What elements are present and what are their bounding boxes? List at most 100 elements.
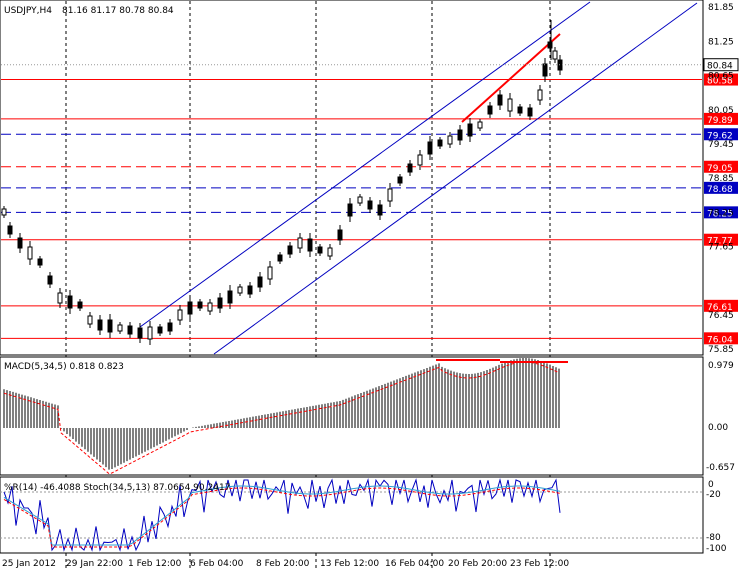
time-tick-4: 8 Feb 20:00 <box>256 559 310 569</box>
candle-body-12 <box>117 324 123 332</box>
candle-body-14 <box>137 327 143 339</box>
regression-channel <box>139 1 698 355</box>
candle-body-47 <box>467 123 473 137</box>
candle-body-18 <box>177 309 183 321</box>
level-tag-3 <box>704 160 738 173</box>
candle-body-46 <box>457 129 463 141</box>
candle-body-23 <box>227 290 233 304</box>
stoch-label: %R(14) -46.4088 Stoch(34,5,13) 87.0654 9… <box>4 483 230 493</box>
candle-body-22 <box>217 297 223 309</box>
candle-body-20 <box>197 301 203 309</box>
ohlc-label: 81.16 81.17 80.78 80.84 <box>62 6 174 16</box>
time-axis: 25 Jan 2012 29 Jan 22:00 1 Feb 12:00 6 Feb … <box>2 559 569 569</box>
level-tag-text-5: 78.25 <box>707 209 733 219</box>
price-tick-4: 79.45 <box>708 140 734 150</box>
stoch-tick-20: -20 <box>706 490 721 500</box>
macd-signal-line <box>3 361 560 475</box>
candle-body-36 <box>357 196 363 204</box>
candle-body-43 <box>427 141 433 155</box>
price-tick-8: 76.45 <box>708 311 734 321</box>
candle-body-9 <box>87 315 93 325</box>
candle-body-25 <box>247 285 253 295</box>
candle-body-56 <box>547 41 553 49</box>
level-tag-text-2: 79.62 <box>707 131 733 141</box>
candle-body-8 <box>77 301 83 309</box>
time-tick-5: 13 Feb 12:00 <box>320 559 379 569</box>
candle-body-2 <box>17 237 23 249</box>
candle-body-5 <box>47 275 53 285</box>
candle-body-7 <box>67 295 73 309</box>
stoch-main-line <box>3 485 561 546</box>
candle-body-42 <box>417 154 423 166</box>
level-tag-text-6: 77.77 <box>707 237 733 247</box>
candle-body-21 <box>207 302 213 312</box>
level-tag-4 <box>704 181 738 194</box>
candle-body-39 <box>387 188 393 202</box>
candle-body-13 <box>127 325 133 335</box>
price-tick-7: 77.65 <box>708 243 734 253</box>
price-tick-0: 81.85 <box>708 3 734 13</box>
macd-tick-bottom: -0.657 <box>706 463 735 473</box>
time-tick-6: 16 Feb 04:00 <box>385 559 444 569</box>
time-tick-7: 20 Feb 20:00 <box>448 559 507 569</box>
candle-body-49 <box>487 105 493 115</box>
candle-body-24 <box>237 286 243 294</box>
level-tag-text-0: 80.58 <box>707 77 733 87</box>
candle-body-38 <box>377 204 383 216</box>
candle-body-40 <box>397 176 403 184</box>
price-axis: 80.58 79.89 79.62 79.05 78.68 78.25 77.77 76.61… <box>1 3 739 355</box>
candle-body-31 <box>307 238 313 252</box>
level-tag-5 <box>704 206 738 219</box>
level-tag-2 <box>704 128 738 141</box>
price-panel[interactable] <box>0 0 704 356</box>
level-tag-1 <box>704 112 738 125</box>
candle-body-19 <box>187 301 193 315</box>
current-price-text: 80.84 <box>707 62 733 72</box>
candle-body-50 <box>497 94 503 106</box>
level-tag-text-7: 76.61 <box>707 303 733 313</box>
candle-body-6 <box>57 292 63 304</box>
candle-body-52 <box>517 106 523 114</box>
candle-body-54 <box>537 89 543 101</box>
macd-tick-zero: 0.00 <box>708 423 728 433</box>
williams-r-line <box>3 478 561 552</box>
macd-histogram <box>3 358 560 470</box>
candle-body-29 <box>287 245 293 255</box>
candle-body-28 <box>277 254 283 262</box>
symbol-label: USDJPY,H4 <box>4 6 52 16</box>
candle-body-51 <box>507 98 513 112</box>
candle-body-35 <box>347 203 353 217</box>
macd-label: MACD(5,34,5) 0.818 0.823 <box>4 362 124 372</box>
price-tick-5: 78.85 <box>708 174 734 184</box>
candle-body-27 <box>267 266 273 280</box>
candle-body-10 <box>97 319 103 331</box>
level-tag-8 <box>704 332 738 345</box>
candle-body-15 <box>147 326 153 340</box>
current-price-box <box>703 58 739 72</box>
candle-body-30 <box>297 237 303 249</box>
candle-body-32 <box>317 246 323 254</box>
price-tick-6: 78.25 <box>708 208 734 218</box>
stoch-panel[interactable] <box>0 476 704 554</box>
time-tick-2: 1 Feb 12:00 <box>128 559 182 569</box>
candle-body-34 <box>337 229 343 241</box>
candle-body-16 <box>157 326 163 334</box>
price-tick-2: 80.65 <box>708 72 734 82</box>
candle-body-4 <box>37 258 43 266</box>
stoch-signal-line <box>3 487 561 548</box>
candle-body-37 <box>367 200 373 210</box>
candle-body-26 <box>257 276 263 288</box>
candle-body-45 <box>447 135 453 145</box>
candle-body-33 <box>327 247 333 257</box>
level-tag-text-8: 76.04 <box>707 335 733 345</box>
candle-body-11 <box>107 319 113 333</box>
price-tick-1: 81.25 <box>708 37 734 47</box>
time-tick-0: 25 Jan 2012 <box>2 559 56 569</box>
stoch-tick-0: 0 <box>708 480 714 490</box>
candle-body-17 <box>167 322 173 332</box>
candle-body-41 <box>407 163 413 173</box>
candle-body-44 <box>437 139 443 147</box>
candlestick-series <box>1 20 563 345</box>
level-tag-0 <box>704 73 738 86</box>
